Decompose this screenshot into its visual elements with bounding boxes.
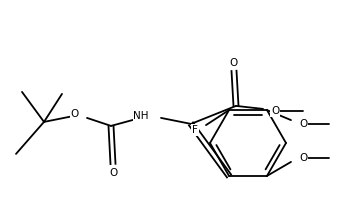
Text: F: F xyxy=(192,125,198,135)
Text: NH: NH xyxy=(133,111,149,121)
Text: O: O xyxy=(271,106,279,116)
Text: O: O xyxy=(299,119,307,129)
Text: O: O xyxy=(71,109,79,119)
Text: O: O xyxy=(299,153,307,163)
Text: O: O xyxy=(230,58,238,68)
Text: O: O xyxy=(109,168,117,178)
